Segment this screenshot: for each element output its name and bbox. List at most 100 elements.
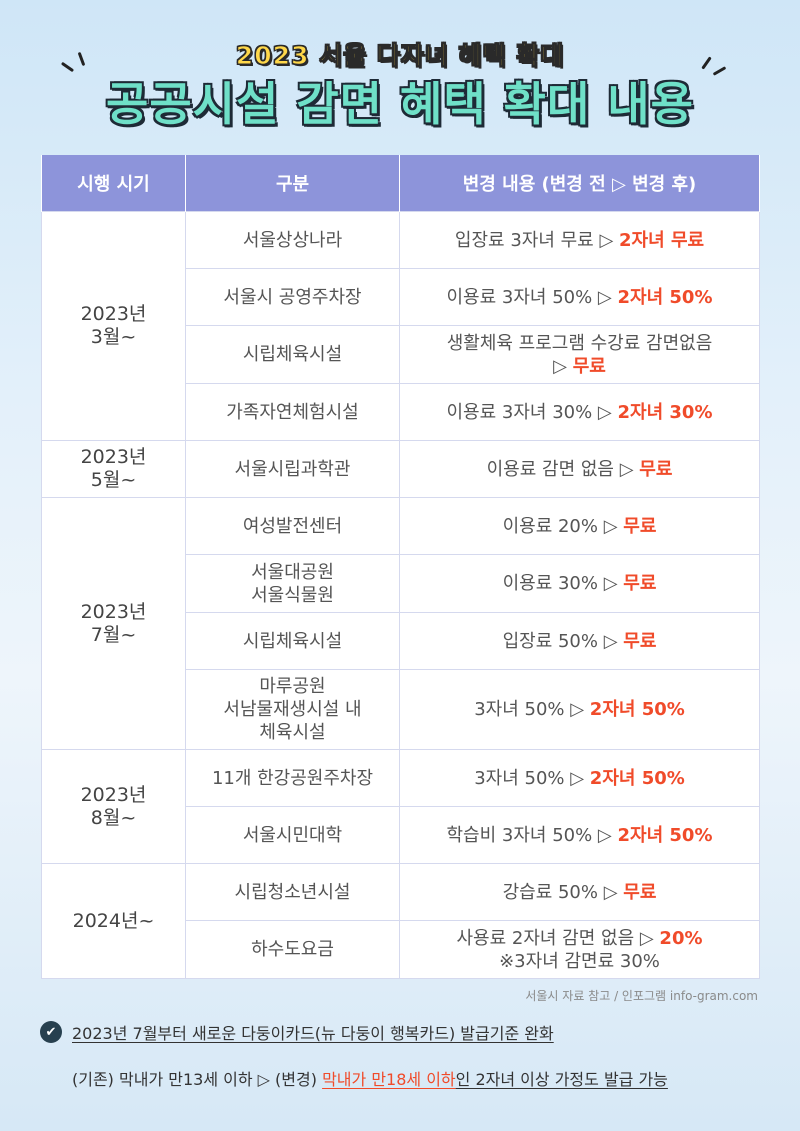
change-before: ▷	[553, 355, 573, 377]
category-text: 서울시민대학	[242, 824, 343, 846]
category-cell: 서울상상나라	[185, 211, 400, 269]
category-cell: 서울대공원 서울식물원	[185, 554, 400, 613]
change-before-line: 생활체육 프로그램 수강료 감면없음	[446, 332, 713, 354]
change-before: 강습료 50% ▷	[502, 881, 624, 903]
period-text: 2023년	[80, 303, 147, 325]
note-line-1-text: 2023년 7월부터 새로운 다둥이카드(뉴 다둥이 행복카드) 발급기준 완화	[72, 1024, 554, 1043]
change-after: 무료	[623, 630, 657, 652]
benefit-table-container: 시행 시기 구분 변경 내용 (변경 전 ▷ 변경 후) 2023년 3월~ 서울상…	[41, 155, 760, 979]
change-before: 이용료 3자녀 30% ▷	[446, 401, 618, 423]
change-before: 입장료 3자녀 무료 ▷	[454, 229, 620, 251]
change-cell: 이용료 30% ▷ 무료	[399, 554, 760, 613]
table-row: 마루공원 서남물재생시설 내 체육시설 3자녀 50% ▷ 2자녀 50%	[42, 669, 760, 750]
change-line: 입장료 50% ▷ 무료	[406, 630, 753, 653]
category-text: 가족자연체험시설	[226, 401, 359, 423]
table-row: 2023년 3월~ 서울상상나라 입장료 3자녀 무료 ▷ 2자녀 무료	[41, 211, 760, 441]
change-after: 2자녀 50%	[589, 699, 685, 720]
change-after: 2자녀 30%	[617, 401, 713, 423]
change-cell: 입장료 3자녀 무료 ▷ 2자녀 무료	[399, 211, 760, 269]
change-before: 이용료 20% ▷	[502, 515, 624, 537]
table-header-row: 시행 시기 구분 변경 내용 (변경 전 ▷ 변경 후)	[41, 155, 760, 212]
period-text: 2023년	[80, 783, 147, 806]
change-before: 사용료 2자녀 감면 없음 ▷	[456, 927, 660, 949]
change-line: 3자녀 50% ▷ 2자녀 50%	[406, 767, 753, 790]
category-text: 하수도요금	[251, 939, 334, 960]
period-cell: 2023년 8월~	[41, 749, 186, 864]
period-cell: 2024년~	[41, 863, 186, 979]
header-category: 구분	[185, 155, 400, 212]
change-after: 무료	[623, 881, 657, 903]
period-cell: 2023년 7월~	[41, 497, 186, 750]
table-row: 2023년 7월~ 여성발전센터 이용료 20% ▷ 무료	[41, 497, 760, 750]
category-text: 서울식물원	[251, 584, 334, 606]
change-before: 입장료 50% ▷	[502, 630, 624, 652]
table-row: 서울대공원 서울식물원 이용료 30% ▷ 무료	[42, 554, 760, 613]
change-line: 이용료 20% ▷ 무료	[406, 515, 753, 538]
change-cell: 학습비 3자녀 50% ▷ 2자녀 50%	[399, 806, 760, 864]
change-after: 20%	[659, 927, 703, 949]
change-line: 이용료 30% ▷ 무료	[406, 572, 753, 595]
note-line-2: (기존) 막내가 만13세 이하 ▷ (변경) 막내가 만18세 이하인 2자녀…	[40, 1066, 760, 1090]
table-row: 2024년~ 시립청소년시설 강습료 50% ▷ 무료	[41, 863, 760, 979]
category-cell: 서울시 공영주차장	[185, 268, 400, 326]
change-line: 입장료 3자녀 무료 ▷ 2자녀 무료	[406, 229, 753, 252]
change-cell: 3자녀 50% ▷ 2자녀 50%	[399, 749, 760, 807]
change-before: 3자녀 50% ▷	[474, 767, 590, 789]
table-row: 2023년 8월~ 11개 한강공원주차장 3자녀 50% ▷ 2자녀 50%	[41, 749, 760, 864]
change-after: 2자녀 50%	[589, 767, 685, 789]
header-title: 공공시설 감면 혜택 확대 내용	[106, 77, 694, 131]
category-cell: 서울시민대학	[185, 806, 400, 864]
category-text: 서울시 공영주차장	[223, 286, 362, 308]
source-credit: 서울시 자료 참고 / 인포그램 info-gram.com	[525, 989, 758, 1003]
table-row: 2023년 5월~ 서울시립과학관 이용료 감면 없음 ▷ 무료	[41, 440, 760, 498]
change-after: 2자녀 무료	[619, 229, 705, 251]
category-text: 마루공원	[259, 676, 326, 697]
change-cell: 강습료 50% ▷ 무료	[399, 863, 760, 921]
period-cell: 2023년 5월~	[41, 440, 186, 498]
category-text: 여성발전센터	[242, 515, 343, 537]
period-text: 2023년	[80, 446, 147, 468]
category-cell: 가족자연체험시설	[185, 383, 400, 441]
change-cell: 입장료 50% ▷ 무료	[399, 612, 760, 670]
table-row: 하수도요금 사용료 2자녀 감면 없음 ▷ 20% ※3자녀 감면료 30%	[42, 920, 760, 979]
change-line: 이용료 감면 없음 ▷ 무료	[406, 458, 753, 481]
period-text: 8월~	[90, 806, 137, 829]
notes: ✔ 2023년 7월부터 새로운 다둥이카드(뉴 다둥이 행복카드) 발급기준 …	[40, 1018, 760, 1090]
period-cell: 2023년 3월~	[41, 211, 186, 441]
change-before: 3자녀 50% ▷	[474, 699, 590, 720]
change-before: 이용료 3자녀 50% ▷	[446, 286, 618, 308]
change-after: 2자녀 50%	[617, 286, 713, 308]
period-text: 2023년	[80, 600, 147, 623]
header-subtitle: 2023 서울 다자녀 혜택 확대	[235, 41, 565, 71]
change-line: 이용료 3자녀 50% ▷ 2자녀 50%	[406, 286, 753, 309]
category-text: 11개 한강공원주차장	[211, 767, 374, 789]
table-row: 가족자연체험시설 이용료 3자녀 30% ▷ 2자녀 30%	[42, 383, 760, 441]
period-text: 7월~	[90, 623, 137, 646]
change-cell: 이용료 3자녀 30% ▷ 2자녀 30%	[399, 383, 760, 441]
category-cell: 여성발전센터	[185, 497, 400, 555]
category-text: 시립체육시설	[242, 630, 343, 652]
category-cell: 서울시립과학관	[185, 440, 400, 498]
table-row: 서울시민대학 학습비 3자녀 50% ▷ 2자녀 50%	[42, 806, 760, 864]
header-period: 시행 시기	[41, 155, 186, 212]
change-cell: 3자녀 50% ▷ 2자녀 50%	[399, 669, 760, 750]
category-text: 시립체육시설	[242, 344, 343, 365]
period-text: 5월~	[90, 469, 137, 491]
change-line: 3자녀 50% ▷ 2자녀 50%	[406, 698, 753, 721]
change-line: ▷ 무료	[406, 355, 753, 378]
change-note-line: ※3자녀 감면료 30%	[499, 950, 660, 972]
change-before: 이용료 30% ▷	[502, 573, 624, 594]
category-text: 서울상상나라	[242, 229, 343, 251]
header: 2023 서울 다자녀 혜택 확대 공공시설 감면 혜택 확대 내용	[0, 40, 800, 132]
note-line-2-highlight: 막내가 만18세 이하	[322, 1070, 456, 1089]
change-cell: 사용료 2자녀 감면 없음 ▷ 20% ※3자녀 감면료 30%	[399, 920, 760, 979]
change-after: 무료	[623, 573, 657, 594]
change-cell: 생활체육 프로그램 수강료 감면없음 ▷ 무료	[399, 325, 760, 384]
benefit-table: 시행 시기 구분 변경 내용 (변경 전 ▷ 변경 후) 2023년 3월~ 서울상…	[41, 155, 760, 979]
note-line-2-prefix: (기존) 막내가 만13세 이하 ▷ (변경)	[72, 1070, 323, 1089]
change-after: 2자녀 50%	[617, 824, 713, 846]
table-row: 시립체육시설 생활체육 프로그램 수강료 감면없음 ▷ 무료	[42, 325, 760, 384]
category-text: 시립청소년시설	[234, 881, 351, 903]
table-row: 서울시 공영주차장 이용료 3자녀 50% ▷ 2자녀 50%	[42, 268, 760, 326]
